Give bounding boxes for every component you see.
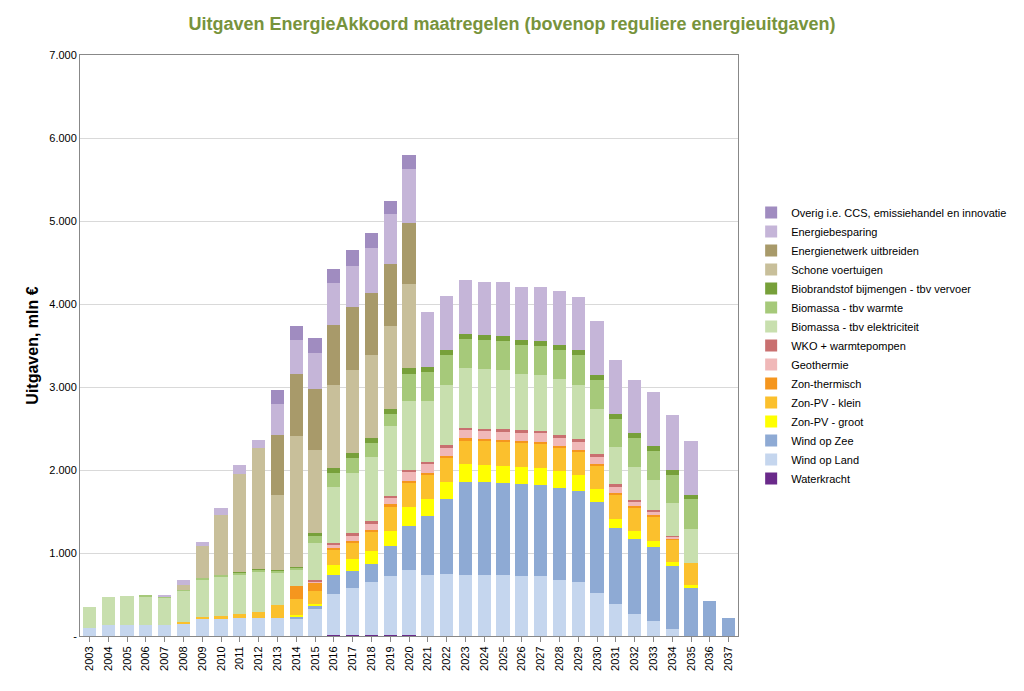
svg-text:Biobrandstof bijmengen - tbv v: Biobrandstof bijmengen - tbv vervoer <box>791 283 971 295</box>
svg-text:2025: 2025 <box>497 646 509 670</box>
svg-text:2011: 2011 <box>233 646 245 670</box>
svg-text:Uitgaven, mln €: Uitgaven, mln € <box>24 286 41 404</box>
svg-text:2004: 2004 <box>102 646 114 670</box>
svg-text:Energienetwerk uitbreiden: Energienetwerk uitbreiden <box>791 245 919 257</box>
svg-text:2033: 2033 <box>647 646 659 670</box>
svg-text:Geothermie: Geothermie <box>791 359 848 371</box>
svg-text:2012: 2012 <box>252 646 264 670</box>
svg-text:2020: 2020 <box>403 646 415 670</box>
svg-text:Wind op Zee: Wind op Zee <box>791 435 853 447</box>
svg-text:2034: 2034 <box>666 646 678 670</box>
svg-text:Zon-PV - groot: Zon-PV - groot <box>791 416 863 428</box>
svg-text:Zon-thermisch: Zon-thermisch <box>791 378 861 390</box>
svg-text:Zon-PV - klein: Zon-PV - klein <box>791 397 861 409</box>
svg-text:2.000: 2.000 <box>49 464 77 476</box>
svg-text:2021: 2021 <box>421 646 433 670</box>
svg-text:2017: 2017 <box>346 646 358 670</box>
svg-text:2018: 2018 <box>365 646 377 670</box>
svg-text:2016: 2016 <box>327 646 339 670</box>
svg-text:2036: 2036 <box>703 646 715 670</box>
svg-text:2023: 2023 <box>459 646 471 670</box>
svg-text:7.000: 7.000 <box>49 49 77 61</box>
svg-text:2019: 2019 <box>384 646 396 670</box>
svg-text:2029: 2029 <box>572 646 584 670</box>
svg-text:2015: 2015 <box>309 646 321 670</box>
svg-text:2007: 2007 <box>158 646 170 670</box>
svg-text:2014: 2014 <box>290 646 302 670</box>
svg-text:2032: 2032 <box>628 646 640 670</box>
svg-text:2010: 2010 <box>215 646 227 670</box>
svg-text:2006: 2006 <box>139 646 151 670</box>
svg-text:2028: 2028 <box>553 646 565 670</box>
svg-text:2030: 2030 <box>591 646 603 670</box>
svg-text:Uitgaven EnergieAkkoord maatre: Uitgaven EnergieAkkoord maatregelen (bov… <box>188 14 835 34</box>
svg-text:5.000: 5.000 <box>49 215 77 227</box>
svg-text:-: - <box>73 630 77 642</box>
svg-text:Biomassa - tbv elektriciteit: Biomassa - tbv elektriciteit <box>791 321 919 333</box>
svg-text:2035: 2035 <box>685 646 697 670</box>
svg-text:2008: 2008 <box>177 646 189 670</box>
svg-text:2027: 2027 <box>534 646 546 670</box>
svg-text:6.000: 6.000 <box>49 132 77 144</box>
svg-text:2003: 2003 <box>83 646 95 670</box>
svg-text:2031: 2031 <box>609 646 621 670</box>
svg-text:2026: 2026 <box>515 646 527 670</box>
svg-text:Wind op Land: Wind op Land <box>791 454 859 466</box>
svg-text:Biomassa - tbv warmte: Biomassa - tbv warmte <box>791 302 903 314</box>
svg-text:Overig i.e. CCS, emissiehandel: Overig i.e. CCS, emissiehandel en innova… <box>791 207 1006 219</box>
svg-text:Waterkracht: Waterkracht <box>791 473 850 485</box>
svg-text:2022: 2022 <box>440 646 452 670</box>
svg-text:1.000: 1.000 <box>49 547 77 559</box>
svg-text:2009: 2009 <box>196 646 208 670</box>
svg-text:2037: 2037 <box>722 646 734 670</box>
svg-text:Schone voertuigen: Schone voertuigen <box>791 264 883 276</box>
svg-text:Energiebesparing: Energiebesparing <box>791 226 877 238</box>
svg-text:3.000: 3.000 <box>49 381 77 393</box>
svg-text:WKO + warmtepompen: WKO + warmtepompen <box>791 340 906 352</box>
svg-text:2024: 2024 <box>478 646 490 670</box>
svg-text:2013: 2013 <box>271 646 283 670</box>
svg-text:2005: 2005 <box>121 646 133 670</box>
svg-text:4.000: 4.000 <box>49 298 77 310</box>
